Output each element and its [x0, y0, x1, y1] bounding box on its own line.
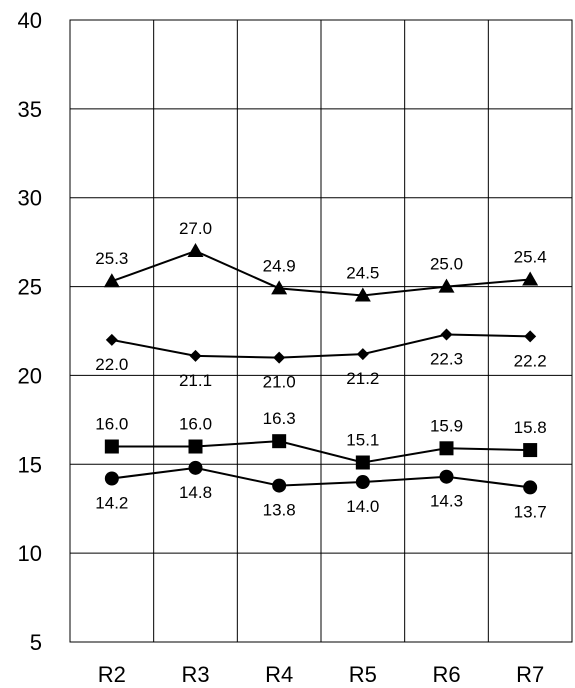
- y-tick-label: 30: [18, 186, 42, 211]
- data-label: 22.2: [514, 351, 547, 370]
- data-label: 13.8: [263, 501, 296, 520]
- series-line-triangle: [111, 249, 531, 297]
- data-label: 16.3: [263, 409, 296, 428]
- data-label: 25.3: [95, 249, 128, 268]
- data-label: 22.3: [430, 350, 463, 369]
- point-diamond: [524, 330, 537, 343]
- point-square: [188, 439, 203, 454]
- data-label: 21.2: [346, 369, 379, 388]
- point-triangle: [522, 271, 539, 286]
- series-group: [103, 243, 539, 495]
- point-circle: [523, 480, 538, 495]
- point-square: [104, 439, 119, 454]
- y-tick-label: 5: [30, 630, 42, 655]
- data-label: 14.0: [346, 497, 379, 516]
- point-square: [355, 455, 370, 470]
- point-triangle: [187, 243, 204, 258]
- series-line-circle: [111, 466, 531, 489]
- point-square: [439, 441, 454, 456]
- data-labels: 25.3 27.0 24.9 24.5 25.0 25.4 22.0 21.1 21.0 21.2…: [95, 219, 546, 521]
- data-label: 25.0: [430, 255, 463, 274]
- y-tick-label: 40: [18, 8, 42, 33]
- point-diamond: [189, 349, 202, 362]
- grid-lines: [70, 20, 572, 642]
- series-line-diamond: [111, 333, 531, 359]
- point-diamond: [356, 348, 369, 361]
- y-tick-label: 25: [18, 275, 42, 300]
- data-label: 14.8: [179, 483, 212, 502]
- point-diamond: [440, 328, 453, 341]
- data-label: 14.3: [430, 492, 463, 511]
- x-tick-label: R3: [181, 662, 209, 687]
- data-label: 22.0: [95, 355, 128, 374]
- data-label: 15.1: [346, 431, 379, 450]
- point-circle: [272, 478, 287, 493]
- point-diamond: [273, 351, 286, 364]
- data-label: 16.0: [95, 415, 128, 434]
- point-triangle: [354, 287, 371, 302]
- data-label: 27.0: [179, 219, 212, 238]
- x-tick-label: R2: [98, 662, 126, 687]
- x-tick-label: R5: [349, 662, 377, 687]
- x-tick-label: R7: [516, 662, 544, 687]
- point-triangle: [103, 273, 120, 288]
- data-label: 21.1: [179, 371, 212, 390]
- point-circle: [355, 475, 370, 490]
- point-circle: [188, 460, 203, 475]
- point-triangle: [271, 280, 288, 295]
- x-tick-label: R6: [432, 662, 460, 687]
- data-label: 24.9: [263, 256, 296, 275]
- point-circle: [439, 469, 454, 484]
- data-label: 14.2: [95, 494, 128, 513]
- point-square: [272, 434, 287, 449]
- y-tick-label: 35: [18, 97, 42, 122]
- data-label: 15.9: [430, 416, 463, 435]
- point-triangle: [438, 278, 455, 293]
- y-tick-label: 15: [18, 452, 42, 477]
- y-tick-label: 20: [18, 363, 42, 388]
- point-square: [523, 443, 538, 458]
- data-label: 13.7: [514, 502, 547, 521]
- x-tick-label: R4: [265, 662, 293, 687]
- series-line-square: [111, 440, 531, 464]
- y-tick-label: 10: [18, 541, 42, 566]
- point-diamond: [105, 333, 118, 346]
- data-label: 16.0: [179, 415, 212, 434]
- data-label: 24.5: [346, 263, 379, 282]
- y-axis-ticks: 5 10 15 20 25 30 35 40: [18, 8, 42, 655]
- point-circle: [104, 471, 119, 486]
- data-label: 25.4: [514, 247, 547, 266]
- data-label: 15.8: [514, 418, 547, 437]
- data-label: 21.0: [263, 373, 296, 392]
- x-axis-ticks: R2 R3 R4 R5 R6 R7: [98, 662, 544, 687]
